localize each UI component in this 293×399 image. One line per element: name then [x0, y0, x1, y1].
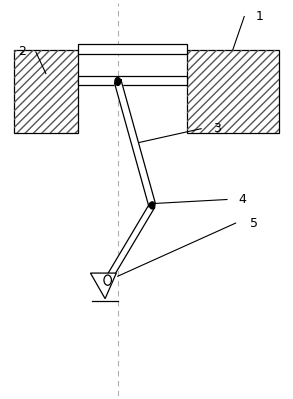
- Text: 5: 5: [250, 217, 258, 229]
- Circle shape: [115, 77, 121, 85]
- Bar: [187, 50, 279, 132]
- Text: 1: 1: [256, 10, 264, 23]
- Polygon shape: [115, 80, 156, 207]
- Bar: [14, 50, 78, 132]
- Polygon shape: [105, 203, 154, 282]
- Bar: [78, 75, 187, 85]
- Circle shape: [150, 202, 155, 209]
- Circle shape: [104, 275, 111, 285]
- Bar: [187, 50, 279, 132]
- Text: 2: 2: [18, 45, 26, 59]
- Bar: [14, 50, 78, 132]
- Bar: [78, 44, 187, 54]
- Text: 3: 3: [213, 122, 221, 135]
- Polygon shape: [91, 273, 116, 298]
- Text: 4: 4: [239, 193, 246, 206]
